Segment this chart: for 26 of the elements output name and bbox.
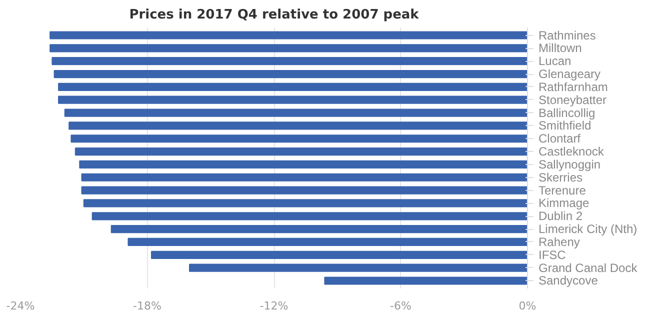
y-tick-label: Sandycove <box>538 274 598 288</box>
x-tick-label: -24% <box>6 300 35 312</box>
y-tick-label: Dublin 2 <box>538 209 583 224</box>
y-tick-label: Grand Canal Dock <box>538 260 638 275</box>
y-tick-label: Smithfield <box>538 118 592 133</box>
x-tick-label: 0% <box>518 300 536 312</box>
y-tick-label: Skerries <box>538 170 583 184</box>
y-tick-label: Rathfarnham <box>538 80 608 94</box>
y-tick-label: Sallynoggin <box>538 157 601 172</box>
y-tick-label: IFSC <box>538 248 566 262</box>
x-tick-label: -18% <box>133 300 162 312</box>
y-tick-label: Milltown <box>538 41 582 56</box>
y-tick-label: Castleknock <box>538 144 605 159</box>
y-tick-label: Terenure <box>538 183 586 198</box>
y-tick-label: Rathmines <box>538 28 596 42</box>
y-tick-label: Kimmage <box>538 196 590 210</box>
chart-title: Prices in 2017 Q4 relative to 2007 peak <box>129 8 420 22</box>
y-tick-label: Lucan <box>538 54 572 68</box>
x-tick-label: -12% <box>260 300 288 312</box>
y-tick-label: Ballincollig <box>538 106 596 120</box>
y-tick-label: Limerick City (Nth) <box>538 222 638 236</box>
y-tick-label: Raheny <box>538 234 580 249</box>
y-tick-label: Clontarf <box>538 132 582 146</box>
y-tick-label: Glenageary <box>538 67 601 82</box>
x-tick-label: -6% <box>390 300 412 312</box>
y-tick-label: Stoneybatter <box>538 92 607 107</box>
